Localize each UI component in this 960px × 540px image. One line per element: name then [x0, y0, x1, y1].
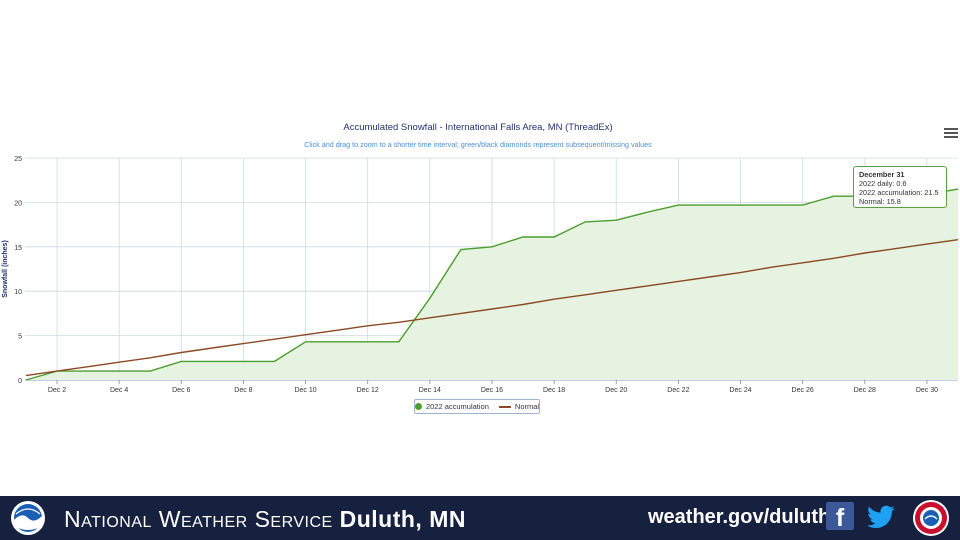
chart-subtitle: Click and drag to zoom to a shorter time…	[304, 140, 652, 149]
website-link[interactable]: weather.gov/duluth	[648, 506, 831, 528]
x-tick-label: Dec 4	[110, 387, 128, 394]
menu-bar-icon	[944, 128, 958, 130]
agency-prefix: National Weather Service	[64, 506, 333, 532]
x-tick-label: Dec 14	[419, 387, 441, 394]
legend-line-icon	[498, 405, 511, 408]
menu-bar-icon	[944, 136, 958, 138]
menu-bar-icon	[944, 132, 958, 134]
chart-menu-button[interactable]	[944, 126, 958, 138]
y-tick-label: 25	[14, 156, 22, 163]
y-axis-label: Snowfall (inches)	[2, 240, 9, 298]
x-tick-label: Dec 2	[48, 387, 66, 394]
legend-item-2022[interactable]: 2022 accumulation	[414, 402, 489, 411]
agency-office: Duluth, MN	[339, 506, 466, 532]
chart-title: Accumulated Snowfall - International Fal…	[343, 122, 612, 133]
y-tick-label: 15	[14, 245, 22, 252]
x-tick-label: Dec 28	[854, 387, 876, 394]
twitter-icon[interactable]	[866, 502, 896, 532]
y-tick-label: 0	[18, 378, 22, 385]
x-tick-label: Dec 10	[294, 387, 316, 394]
x-tick-label: Dec 30	[916, 387, 938, 394]
legend-label: Normal	[514, 402, 540, 411]
legend-item-normal[interactable]: Normal	[498, 402, 540, 411]
x-tick-label: Dec 24	[729, 387, 751, 394]
footer-banner: National Weather Service Duluth, MN weat…	[0, 496, 960, 540]
chart-tooltip: December 31 2022 daily: 0.6 2022 accumul…	[853, 166, 947, 208]
tooltip-line: 2022 accumulation: 21.5	[859, 188, 939, 197]
legend-label: 2022 accumulation	[425, 402, 489, 411]
y-tick-label: 20	[14, 200, 22, 207]
x-tick-label: Dec 22	[667, 387, 689, 394]
series-line-0	[25, 188, 959, 381]
agency-name: National Weather Service Duluth, MN	[64, 506, 466, 533]
series-fill-0	[25, 189, 958, 380]
x-tick-label: Dec 26	[792, 387, 814, 394]
nws-logo-icon	[913, 500, 949, 536]
x-tick-label: Dec 8	[234, 387, 252, 394]
series-line-1	[25, 239, 959, 377]
y-tick-label: 10	[14, 289, 22, 296]
x-tick-label: Dec 20	[605, 387, 627, 394]
series-area	[25, 189, 958, 380]
tooltip-line: 2022 daily: 0.6	[859, 179, 907, 188]
x-tick-label: Dec 12	[357, 387, 379, 394]
x-axis-ticks: Dec 2 Dec 4 Dec 6 Dec 8 Dec 10 Dec 12 Dec 14 De…	[48, 387, 938, 394]
y-axis-ticks: 0 5 10 15 20 25	[14, 156, 22, 385]
series-lines	[25, 188, 959, 381]
x-tick-label: Dec 6	[172, 387, 190, 394]
facebook-icon[interactable]: f	[826, 502, 854, 532]
y-tick-label: 5	[18, 334, 22, 341]
noaa-logo-icon	[11, 501, 45, 535]
snowfall-chart[interactable]: Accumulated Snowfall - International Fal…	[0, 0, 960, 496]
tooltip-title: December 31	[859, 170, 905, 179]
chart-legend: 2022 accumulation Normal	[414, 399, 540, 414]
legend-dot-icon	[414, 403, 422, 410]
x-tick-label: Dec 16	[481, 387, 503, 394]
tooltip-line: Normal: 15.8	[859, 197, 901, 206]
x-tick-label: Dec 18	[543, 387, 565, 394]
